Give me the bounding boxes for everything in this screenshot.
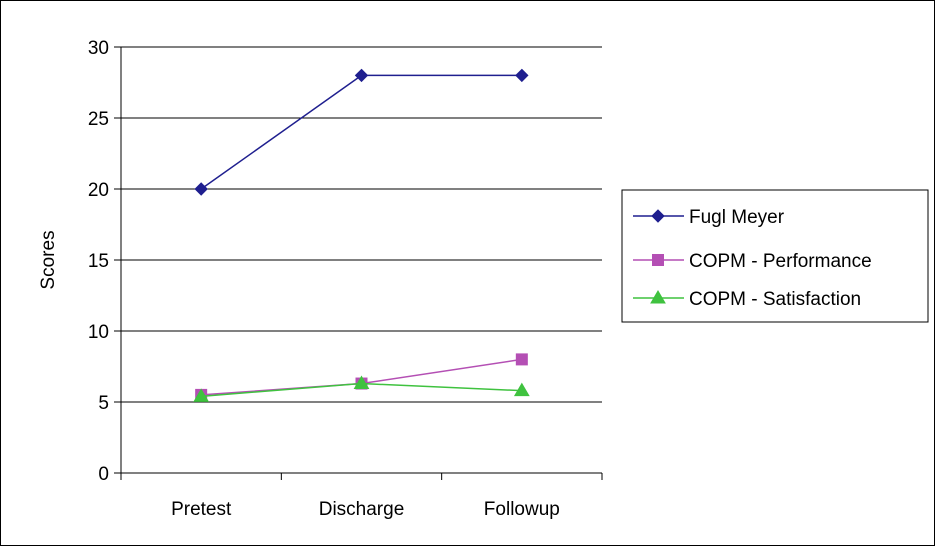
x-tick-label: Pretest	[171, 499, 232, 520]
legend-marker-copm-satisfaction	[650, 290, 666, 304]
legend-marker-fugl-meyer	[651, 209, 665, 223]
data-point-copm-satisfaction	[193, 388, 210, 402]
y-tick-label: 5	[98, 393, 109, 414]
y-tick-label: 20	[88, 180, 109, 201]
legend-marker-copm-performance	[652, 254, 664, 266]
y-tick-label: 15	[88, 251, 109, 272]
y-tick-label: 30	[88, 38, 109, 59]
data-point-copm-satisfaction	[513, 382, 530, 397]
data-point-copm-satisfaction	[353, 375, 370, 390]
legend: Fugl Meyer COPM - Performance COPM - Satis…	[621, 189, 929, 323]
legend-label-fugl-meyer: Fugl Meyer	[689, 207, 785, 228]
data-point-fugl-meyer	[515, 68, 529, 83]
y-tick-label: 25	[88, 109, 109, 130]
gridlines	[121, 46, 602, 403]
legend-label-copm-satisfaction: COPM - Satisfaction	[689, 289, 861, 310]
data-point-fugl-meyer	[354, 68, 369, 83]
series-lines	[193, 68, 530, 402]
x-tick-label: Followup	[484, 499, 560, 520]
y-axis-title: Scores	[38, 230, 59, 289]
series-line-fugl-meyer	[200, 74, 522, 190]
legend-label-copm-performance: COPM - Performance	[689, 251, 872, 272]
data-point-fugl-meyer	[194, 182, 208, 196]
y-tick-label: 0	[98, 464, 109, 485]
x-tick-label: Discharge	[319, 499, 405, 520]
axes: 0 5 10 15 20 25 30 Pretest Discharge Followup	[88, 38, 603, 520]
legend-box	[621, 189, 929, 323]
y-tick-label: 10	[88, 322, 109, 343]
data-point-copm-performance	[515, 353, 528, 366]
